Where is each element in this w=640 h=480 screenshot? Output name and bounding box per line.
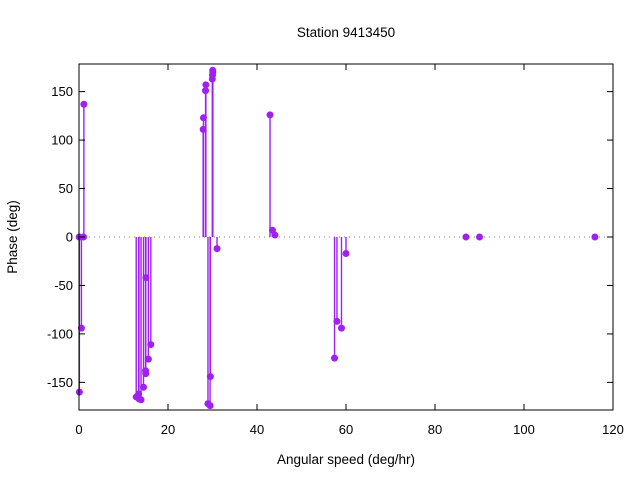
x-tick-label: 100: [513, 422, 535, 437]
y-tick-label: 150: [51, 84, 73, 99]
data-point-mm: [77, 324, 85, 332]
data-point-2n2: [199, 125, 207, 133]
y-tick-label: -100: [47, 326, 73, 341]
data-point-s6: [476, 233, 483, 241]
x-axis-label: Angular speed (deg/hr): [277, 452, 415, 467]
y-axis-label: Phase (deg): [5, 200, 20, 274]
x-tick-label: 0: [75, 422, 82, 437]
y-tick-label: 50: [59, 181, 73, 196]
data-point-l2: [206, 373, 214, 381]
data-point-s1: [142, 370, 150, 378]
data-point-k1: [142, 274, 150, 282]
y-tick-label: 0: [66, 230, 73, 245]
x-tick-label: 80: [428, 422, 442, 437]
chart-title: Station 9413450: [297, 25, 395, 40]
data-point-m1: [140, 383, 148, 391]
data-point-2mk3: [266, 111, 274, 119]
data-point-m4: [333, 317, 341, 325]
data-point-lam2: [206, 402, 214, 410]
data-point-s4: [342, 249, 350, 257]
data-point-k2: [209, 68, 217, 76]
data-point-mn4: [331, 354, 339, 362]
y-tick-label: 100: [51, 133, 73, 148]
data-point-o1: [137, 396, 145, 404]
data-point-m6: [462, 233, 470, 241]
data-point-mu2: [199, 114, 207, 122]
y-tick-label: -150: [47, 375, 73, 390]
data-point-oo1: [147, 341, 155, 349]
data-point-mf: [80, 100, 88, 108]
x-tick-label: 20: [161, 422, 175, 437]
plot-area: 0 20 40 60 80 100 120 -150 -100 -50 0 50 100 150: [47, 63, 624, 437]
data-point-mk3: [271, 231, 279, 239]
data-point-2sm2: [213, 245, 221, 253]
data-point-j1: [144, 355, 152, 363]
x-tick-label: 120: [602, 422, 624, 437]
data-point-m8: [591, 233, 599, 241]
data-point-ms4: [337, 324, 345, 332]
data-point-nu2: [202, 81, 210, 89]
data-point-n2: [202, 87, 210, 95]
x-tick-label: 40: [250, 422, 264, 437]
y-tick-label: -50: [54, 278, 73, 293]
x-tick-label: 60: [339, 422, 353, 437]
